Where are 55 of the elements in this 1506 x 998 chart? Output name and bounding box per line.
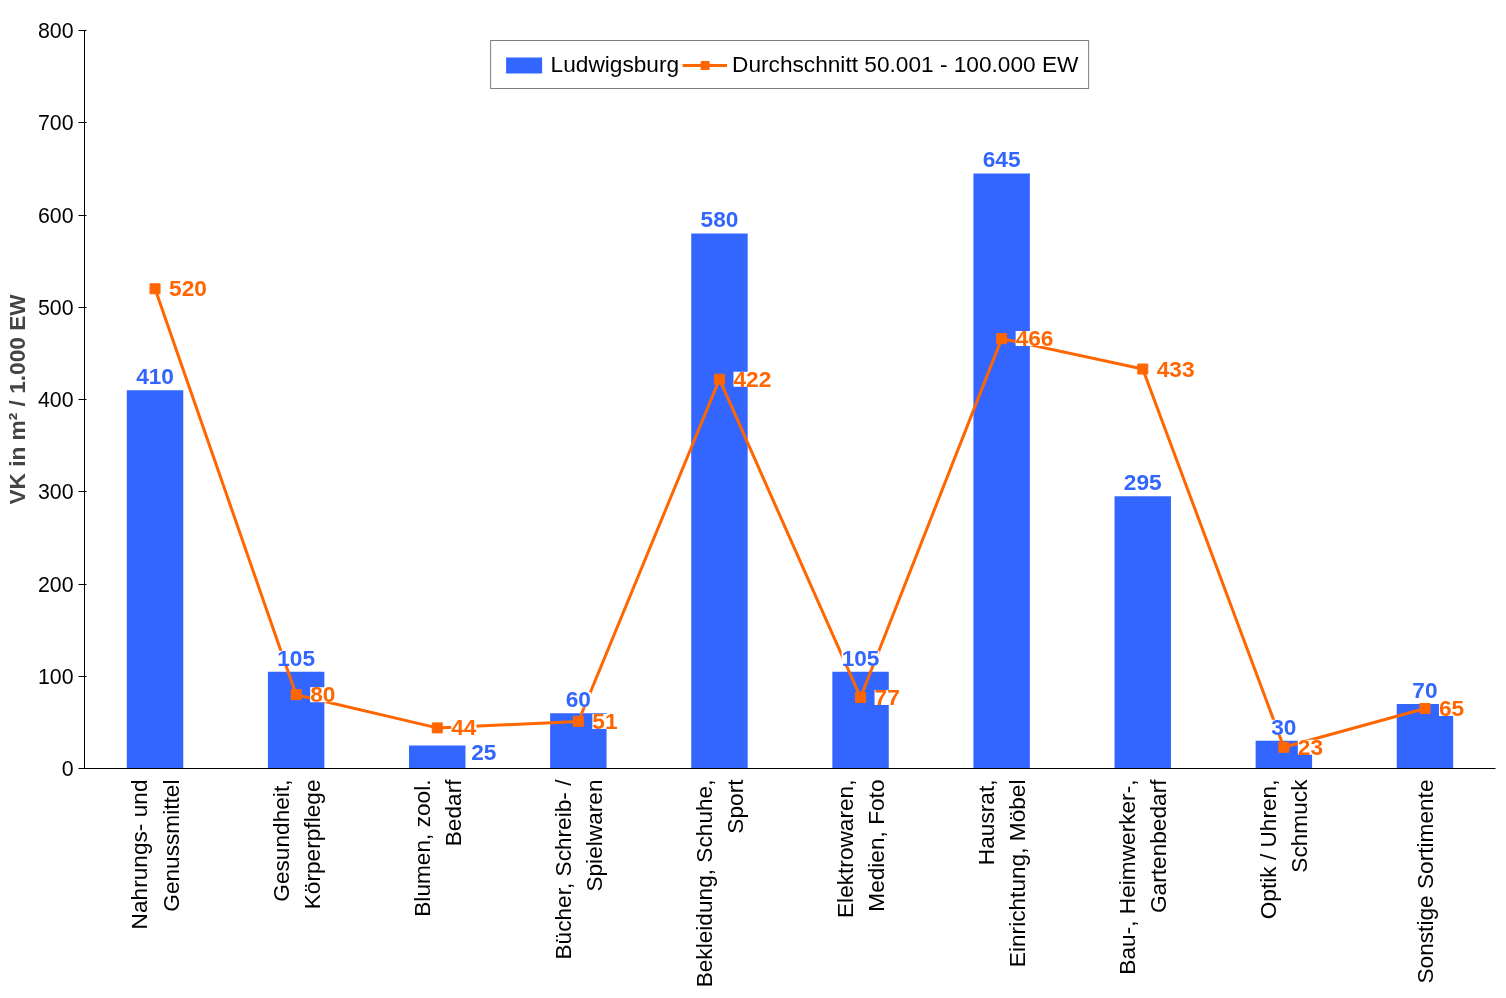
data-label: 295 [1123, 469, 1162, 496]
bar [409, 745, 466, 769]
point [572, 715, 584, 727]
legend-label: Durchschnitt 50.001 - 100.000 EW [732, 51, 1079, 78]
y-tick-label: 100 [37, 664, 74, 689]
legend-label: Ludwigsburg [550, 51, 680, 78]
bar [1114, 496, 1171, 769]
x-tick-label: Nahrungs- und Genussmittel [126, 779, 184, 930]
y-tick-label: 500 [37, 295, 74, 320]
x-tick-label: Optik / Uhren, Schmuck [1255, 778, 1313, 920]
data-label: 433 [1156, 355, 1195, 382]
point [855, 691, 867, 703]
y-tick-label: 800 [37, 19, 74, 43]
data-label: 410 [136, 363, 174, 390]
point [149, 283, 161, 295]
data-label: 422 [733, 365, 772, 392]
data-label: 70 [1412, 676, 1438, 703]
x-tick-label: Bücher, Schreib- / Spielwaren [549, 778, 607, 960]
point [996, 333, 1008, 345]
data-label: 60 [565, 686, 591, 713]
point [431, 722, 443, 734]
y-axis-title: VK in m² / 1.000 EW [3, 293, 30, 505]
x-tick-label: Hausrat, Einrichtung, Möbel [973, 779, 1031, 968]
y-tick-label: 300 [37, 480, 74, 505]
point [1137, 363, 1149, 375]
y-tick-label: 200 [37, 572, 74, 597]
data-label: 25 [471, 739, 497, 766]
data-label: 44 [451, 714, 477, 741]
data-label: 105 [277, 644, 316, 671]
x-tick-label: Bau-, Heimwerker-, Gartenbedarf [1114, 778, 1172, 975]
data-label: 80 [310, 681, 336, 708]
data-label: 23 [1297, 733, 1324, 760]
point [290, 689, 302, 701]
x-tick-label: Gesundheit, Körperpflege [267, 779, 325, 910]
bar [126, 390, 184, 769]
point [713, 373, 725, 385]
point [1278, 741, 1290, 753]
x-tick-label: Sonstige Sortimente [1411, 779, 1438, 984]
y-tick-label: 400 [37, 388, 74, 412]
x-tick-label: Bekleidung, Schuhe, Sport [690, 778, 749, 988]
data-label: 105 [841, 644, 880, 671]
x-tick-label: Blumen, zool. Bedarf [408, 778, 466, 917]
data-label: 645 [982, 146, 1021, 173]
y-tick-label: 0 [61, 757, 74, 781]
data-label: 51 [592, 707, 618, 734]
x-tick-label: Elektrowaren, Medien, Foto [831, 779, 890, 919]
data-label: 65 [1438, 695, 1465, 722]
data-label: 77 [874, 683, 900, 710]
data-label: 466 [1015, 325, 1054, 352]
data-label: 520 [169, 275, 207, 302]
y-tick-label: 600 [37, 203, 74, 228]
data-label: 580 [700, 206, 739, 233]
y-tick-label: 700 [37, 111, 74, 136]
data-label: 30 [1271, 713, 1297, 740]
point [1419, 703, 1431, 715]
